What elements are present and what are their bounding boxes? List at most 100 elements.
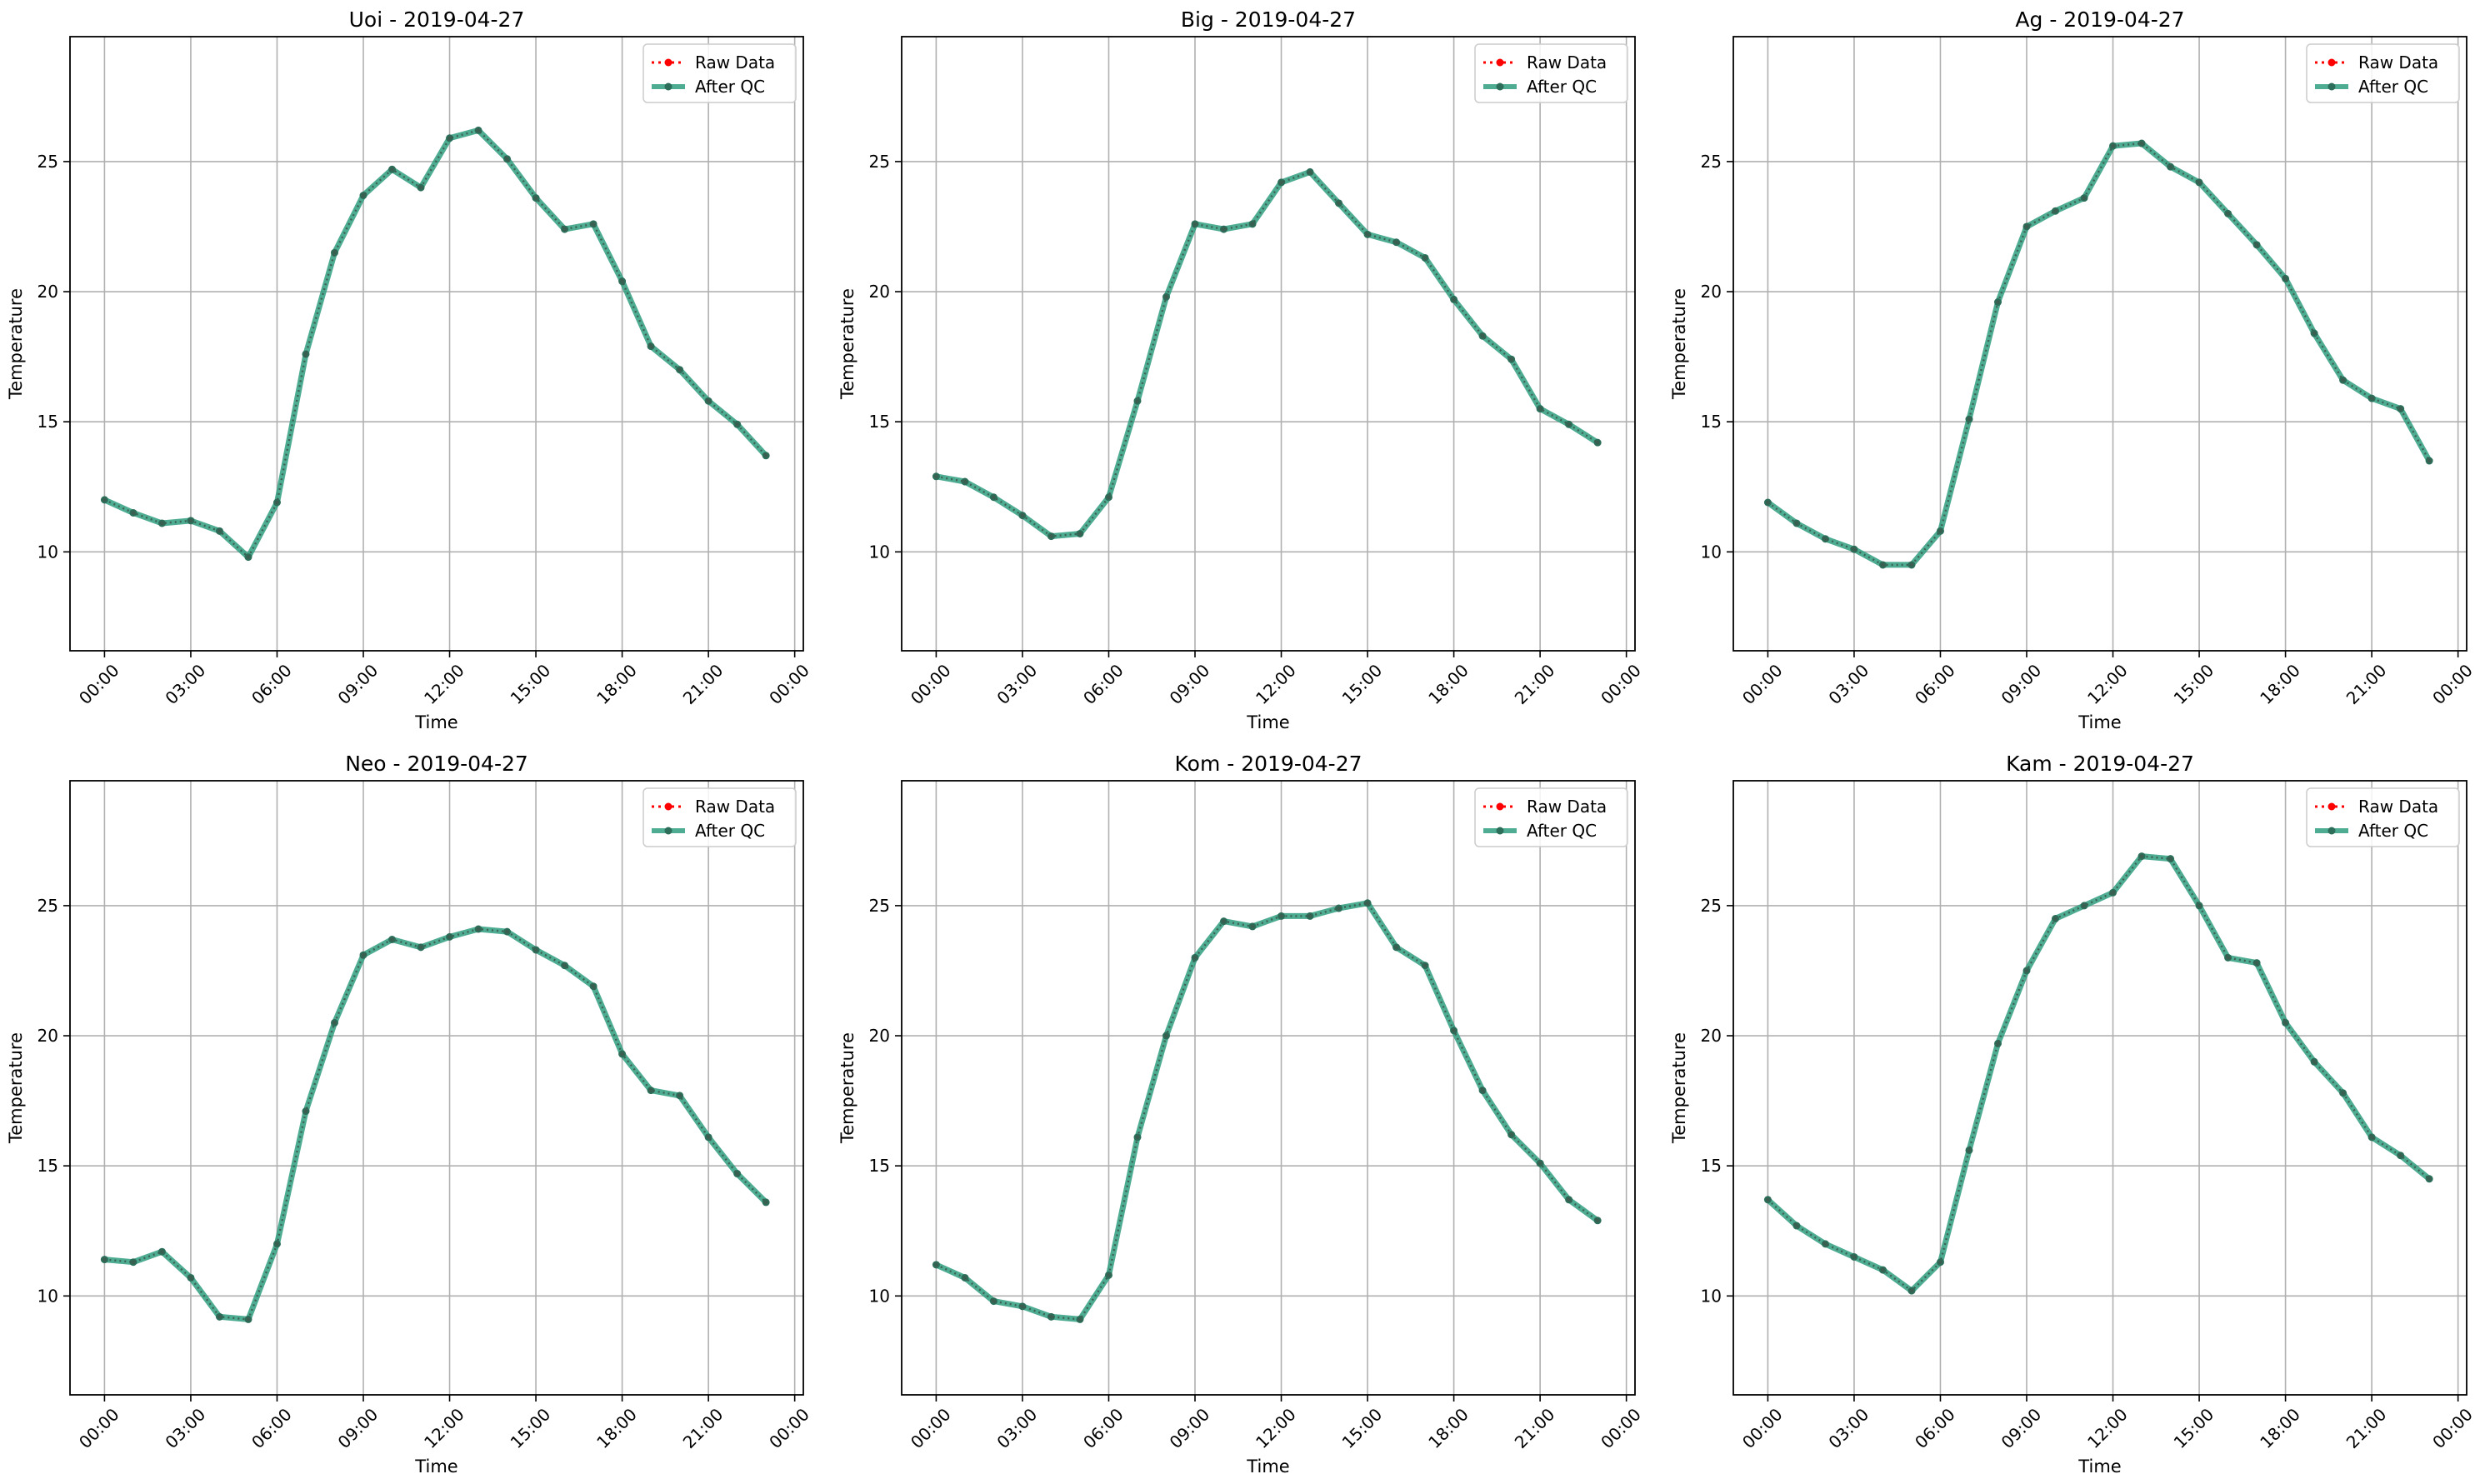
raw-data-point bbox=[1337, 201, 1341, 206]
x-tick-label: 15:00 bbox=[2170, 660, 2218, 708]
raw-data-point bbox=[1909, 562, 1914, 567]
series-line-raw-data bbox=[1767, 142, 2431, 567]
raw-data-point bbox=[160, 1249, 164, 1254]
y-tick-label: 25 bbox=[869, 152, 890, 172]
y-axis-label: Temperature bbox=[1669, 288, 1689, 400]
raw-data-point bbox=[1078, 532, 1082, 536]
x-tick-label: 09:00 bbox=[1998, 1404, 2046, 1452]
raw-data-point bbox=[1049, 1314, 1053, 1319]
raw-data-point bbox=[303, 1109, 308, 1114]
raw-data-point bbox=[275, 1242, 279, 1247]
raw-data-point bbox=[1881, 562, 1885, 567]
y-tick-label: 15 bbox=[869, 1156, 890, 1176]
legend-label-after-qc: After QC bbox=[1527, 821, 1597, 841]
legend-label-raw: Raw Data bbox=[2358, 52, 2438, 72]
raw-data-point bbox=[1394, 945, 1398, 950]
raw-data-point bbox=[934, 1262, 938, 1267]
x-tick-label: 09:00 bbox=[1166, 1404, 1214, 1452]
raw-data-point bbox=[1967, 1148, 1972, 1152]
raw-data-point bbox=[131, 511, 136, 515]
x-tick-label: 03:00 bbox=[161, 660, 209, 708]
raw-data-point bbox=[2139, 141, 2144, 146]
x-tick-label: 00:00 bbox=[75, 660, 123, 708]
series-line-after-qc bbox=[1764, 853, 2432, 1294]
legend-label-after-qc: After QC bbox=[2358, 77, 2428, 97]
y-tick-label: 20 bbox=[869, 282, 890, 302]
y-tick-label: 10 bbox=[869, 1286, 890, 1306]
raw-data-point bbox=[218, 1314, 222, 1319]
panel-title: Kam - 2019-04-27 bbox=[2006, 752, 2194, 776]
raw-data-point bbox=[1996, 300, 2000, 304]
raw-data-point bbox=[2082, 196, 2087, 201]
y-tick-label: 15 bbox=[38, 1156, 58, 1176]
chart-panel: 00:00 03:00 06:00 09:00 12:00 15:00 18:00 21:00… bbox=[6, 752, 813, 1477]
raw-data-point bbox=[2197, 903, 2202, 908]
raw-data-point bbox=[1422, 256, 1428, 260]
raw-data-point bbox=[1567, 1197, 1572, 1202]
y-tick-label: 10 bbox=[869, 542, 890, 562]
raw-data-point bbox=[1794, 1223, 1799, 1228]
raw-data-point bbox=[102, 1257, 107, 1262]
raw-data-point bbox=[2168, 164, 2172, 169]
raw-data-point bbox=[2427, 1177, 2432, 1182]
axes-frame bbox=[69, 780, 804, 1396]
series-line-raw-data bbox=[935, 902, 1598, 1321]
raw-data-point bbox=[1452, 297, 1456, 302]
legend-label-raw: Raw Data bbox=[1527, 52, 1607, 72]
x-tick-label: 03:00 bbox=[992, 1404, 1041, 1452]
raw-data-point bbox=[1996, 1042, 2000, 1046]
raw-data-point bbox=[102, 497, 107, 502]
raw-data-point bbox=[2312, 1059, 2317, 1064]
raw-data-point bbox=[1422, 963, 1428, 968]
raw-data-point bbox=[2283, 1021, 2288, 1025]
x-tick-label: 18:00 bbox=[2256, 660, 2304, 708]
raw-data-point bbox=[678, 1093, 682, 1098]
x-tick-label: 09:00 bbox=[334, 1404, 382, 1452]
axes-frame bbox=[69, 36, 804, 652]
raw-data-point bbox=[418, 945, 423, 950]
raw-data-point bbox=[2369, 396, 2374, 401]
x-tick-label: 06:00 bbox=[1079, 660, 1128, 708]
raw-data-point bbox=[476, 927, 481, 932]
raw-data-point bbox=[1538, 1161, 1542, 1166]
axes-frame bbox=[901, 780, 1636, 1396]
raw-data-point bbox=[361, 193, 366, 197]
y-tick-label: 25 bbox=[38, 896, 58, 916]
x-tick-label: 15:00 bbox=[1338, 660, 1387, 708]
x-axis-label: Time bbox=[414, 712, 458, 732]
axes-frame bbox=[901, 36, 1636, 652]
raw-data-point bbox=[2168, 857, 2172, 862]
raw-data-point bbox=[1452, 1028, 1456, 1033]
panel-title: Big - 2019-04-27 bbox=[1181, 7, 1356, 32]
raw-data-point bbox=[1967, 417, 1972, 422]
x-tick-label: 06:00 bbox=[1911, 1404, 1959, 1452]
raw-data-point bbox=[1480, 333, 1485, 338]
x-tick-label: 00:00 bbox=[1597, 660, 1645, 708]
y-tick-label: 15 bbox=[38, 412, 58, 432]
raw-data-point bbox=[1279, 913, 1283, 918]
raw-data-point bbox=[562, 227, 567, 232]
raw-data-point bbox=[1509, 1132, 1514, 1137]
y-tick-label: 25 bbox=[1701, 896, 1722, 916]
raw-data-point bbox=[1107, 1272, 1111, 1277]
y-tick-label: 20 bbox=[38, 282, 58, 302]
raw-data-point bbox=[2111, 890, 2115, 895]
raw-data-point bbox=[1279, 180, 1283, 185]
legend-label-after-qc: After QC bbox=[2358, 821, 2428, 841]
raw-data-point bbox=[418, 185, 423, 190]
raw-data-point bbox=[2082, 903, 2087, 908]
raw-data-point bbox=[2398, 1153, 2403, 1158]
y-tick-label: 20 bbox=[869, 1026, 890, 1046]
raw-data-point bbox=[1595, 1218, 1600, 1223]
x-tick-label: 18:00 bbox=[592, 660, 641, 708]
raw-data-point bbox=[2111, 143, 2115, 148]
raw-data-point bbox=[620, 1052, 624, 1057]
raw-data-point bbox=[2283, 277, 2288, 281]
x-tick-label: 21:00 bbox=[2342, 660, 2391, 708]
axes-frame bbox=[1732, 780, 2468, 1396]
x-tick-label: 15:00 bbox=[507, 660, 555, 708]
raw-data-point bbox=[648, 1088, 653, 1093]
raw-data-point bbox=[678, 367, 682, 372]
raw-data-point bbox=[2139, 854, 2144, 858]
